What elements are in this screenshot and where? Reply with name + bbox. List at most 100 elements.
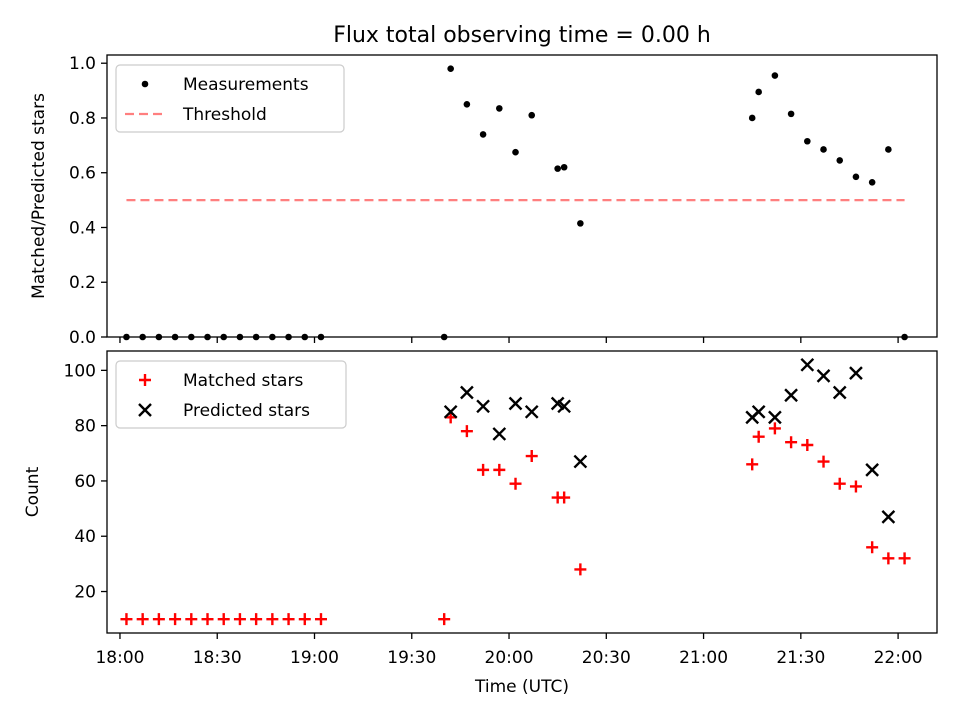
x-tick-label: 22:00: [874, 648, 923, 668]
data-point: [785, 436, 798, 449]
data-point: [443, 404, 458, 419]
x-tick-label: 21:30: [776, 648, 825, 668]
x-tick-label: 20:30: [582, 648, 631, 668]
data-point: [752, 430, 765, 443]
data-point: [852, 173, 860, 181]
data-point: [282, 613, 295, 626]
axes-frame: [106, 350, 938, 634]
legend-label: Predicted stars: [183, 401, 310, 421]
data-point: [492, 427, 507, 441]
data-point: [266, 613, 279, 626]
data-point: [557, 399, 571, 414]
y-tick-label: 40: [74, 527, 96, 547]
data-point: [120, 613, 133, 626]
y-tick-label: 0.4: [69, 218, 96, 238]
data-point: [866, 541, 879, 554]
data-point: [746, 458, 759, 471]
data-point: [577, 220, 584, 227]
figure-title: Flux total observing time = 0.00 h: [333, 23, 711, 48]
data-point: [152, 613, 165, 626]
series-matched-stars: [120, 411, 911, 626]
bottom-panel: 20 40 60 80 100 18:00 18:30 19:00 19:30 20:00 20:3…: [23, 350, 938, 697]
y-tick-label: 100: [64, 361, 96, 381]
data-point: [185, 613, 198, 626]
y-tick-label: 0.6: [69, 164, 96, 184]
data-point: [447, 65, 454, 72]
legend-label: Measurements: [183, 75, 309, 95]
data-point: [217, 613, 230, 626]
x-tick-label: 20:00: [485, 648, 534, 668]
x-tick-label: 21:00: [679, 648, 728, 668]
data-point: [787, 110, 795, 118]
data-point: [833, 477, 846, 490]
legend-swatch: [138, 403, 152, 417]
data-point: [804, 137, 811, 145]
data-point: [801, 439, 814, 451]
data-point: [169, 613, 182, 626]
data-point: [525, 450, 538, 463]
data-point: [881, 510, 896, 524]
data-point: [298, 613, 311, 626]
data-point: [201, 613, 214, 626]
x-tick-label: 19:00: [290, 648, 339, 668]
x-axis-label: Time (UTC): [474, 677, 569, 697]
data-point: [508, 396, 523, 411]
data-point: [509, 477, 522, 490]
data-point: [554, 165, 561, 172]
data-point: [751, 404, 766, 419]
y-tick-label: 1.0: [69, 54, 96, 74]
data-point: [882, 552, 895, 565]
data-point: [849, 480, 862, 493]
data-point: [438, 613, 451, 626]
data-point: [800, 357, 815, 372]
y-tick-label: 0.8: [69, 109, 96, 129]
data-point: [885, 146, 892, 153]
data-point: [493, 463, 506, 476]
top-panel: 0.0 0.2 0.4 0.6 0.8 1.0 Matched/Predicted star…: [29, 54, 938, 348]
y-tick-label: 20: [74, 583, 96, 603]
data-point: [460, 425, 473, 438]
legend-box: [115, 360, 347, 429]
data-point: [784, 388, 798, 403]
legend: Measurements Threshold: [115, 64, 345, 133]
data-point: [476, 399, 490, 414]
data-point: [836, 157, 844, 164]
data-point: [233, 613, 246, 626]
data-point: [771, 72, 779, 79]
data-point: [768, 422, 781, 435]
data-point: [768, 410, 782, 425]
y-axis-label: Matched/Predicted stars: [29, 93, 49, 299]
y-tick-label: 80: [74, 417, 96, 437]
legend-swatch: [139, 374, 151, 386]
data-point: [868, 179, 876, 186]
data-point: [820, 146, 827, 153]
y-tick-label: 0.0: [69, 328, 96, 348]
axes-frame: [106, 54, 938, 338]
data-point: [849, 366, 863, 380]
data-point: [477, 463, 490, 476]
data-point: [250, 613, 263, 626]
data-point: [496, 105, 503, 112]
legend-label: Matched stars: [183, 371, 303, 391]
data-point: [558, 491, 571, 504]
y-tick-label: 60: [74, 472, 96, 492]
x-tick-label: 18:00: [95, 648, 144, 668]
data-point: [314, 613, 327, 626]
data-point: [898, 552, 911, 565]
data-point: [528, 111, 536, 119]
data-point: [832, 385, 847, 400]
data-point: [560, 163, 568, 171]
data-point: [463, 100, 471, 108]
x-tick-label: 19:30: [387, 648, 436, 668]
data-point: [460, 385, 474, 400]
data-point: [574, 563, 587, 576]
legend: Matched stars Predicted stars: [115, 360, 347, 429]
y-axis-label: Count: [23, 466, 43, 517]
legend-label: Threshold: [182, 105, 267, 125]
x-tick-label: 18:30: [193, 648, 242, 668]
legend-box: [115, 64, 345, 133]
data-point: [136, 613, 149, 626]
data-point: [524, 404, 539, 419]
data-point: [748, 114, 756, 122]
